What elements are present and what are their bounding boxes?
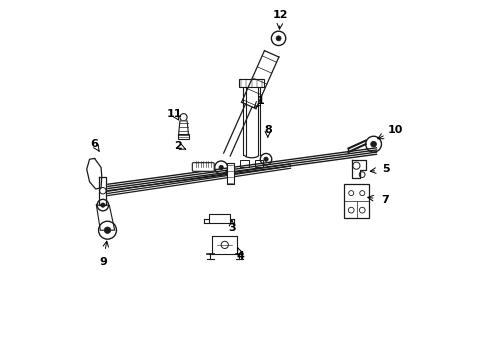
Text: 10: 10 [386, 125, 402, 135]
FancyBboxPatch shape [192, 163, 214, 171]
Bar [254, 160, 263, 167]
Polygon shape [178, 121, 188, 135]
Bar [208, 214, 230, 223]
Bar [344, 184, 368, 218]
Bar [178, 134, 189, 139]
Circle shape [219, 165, 223, 170]
Text: 1: 1 [256, 96, 264, 106]
Circle shape [276, 36, 281, 41]
Circle shape [264, 157, 267, 161]
Circle shape [104, 227, 110, 233]
Bar [240, 160, 248, 167]
Text: 4: 4 [237, 251, 244, 261]
Text: 2: 2 [174, 141, 182, 151]
Bar [239, 80, 264, 87]
Text: 3: 3 [228, 224, 235, 233]
Circle shape [101, 203, 105, 207]
Text: 12: 12 [272, 10, 287, 20]
Polygon shape [351, 160, 366, 178]
Text: 8: 8 [264, 125, 271, 135]
Text: 6: 6 [90, 139, 99, 149]
Text: 5: 5 [382, 164, 389, 174]
Polygon shape [99, 177, 106, 205]
Polygon shape [96, 205, 115, 230]
Text: 9: 9 [99, 257, 106, 267]
Bar [226, 163, 233, 184]
Polygon shape [86, 158, 102, 189]
Text: 11: 11 [166, 109, 182, 119]
Text: 7: 7 [381, 195, 388, 205]
Circle shape [370, 141, 376, 147]
